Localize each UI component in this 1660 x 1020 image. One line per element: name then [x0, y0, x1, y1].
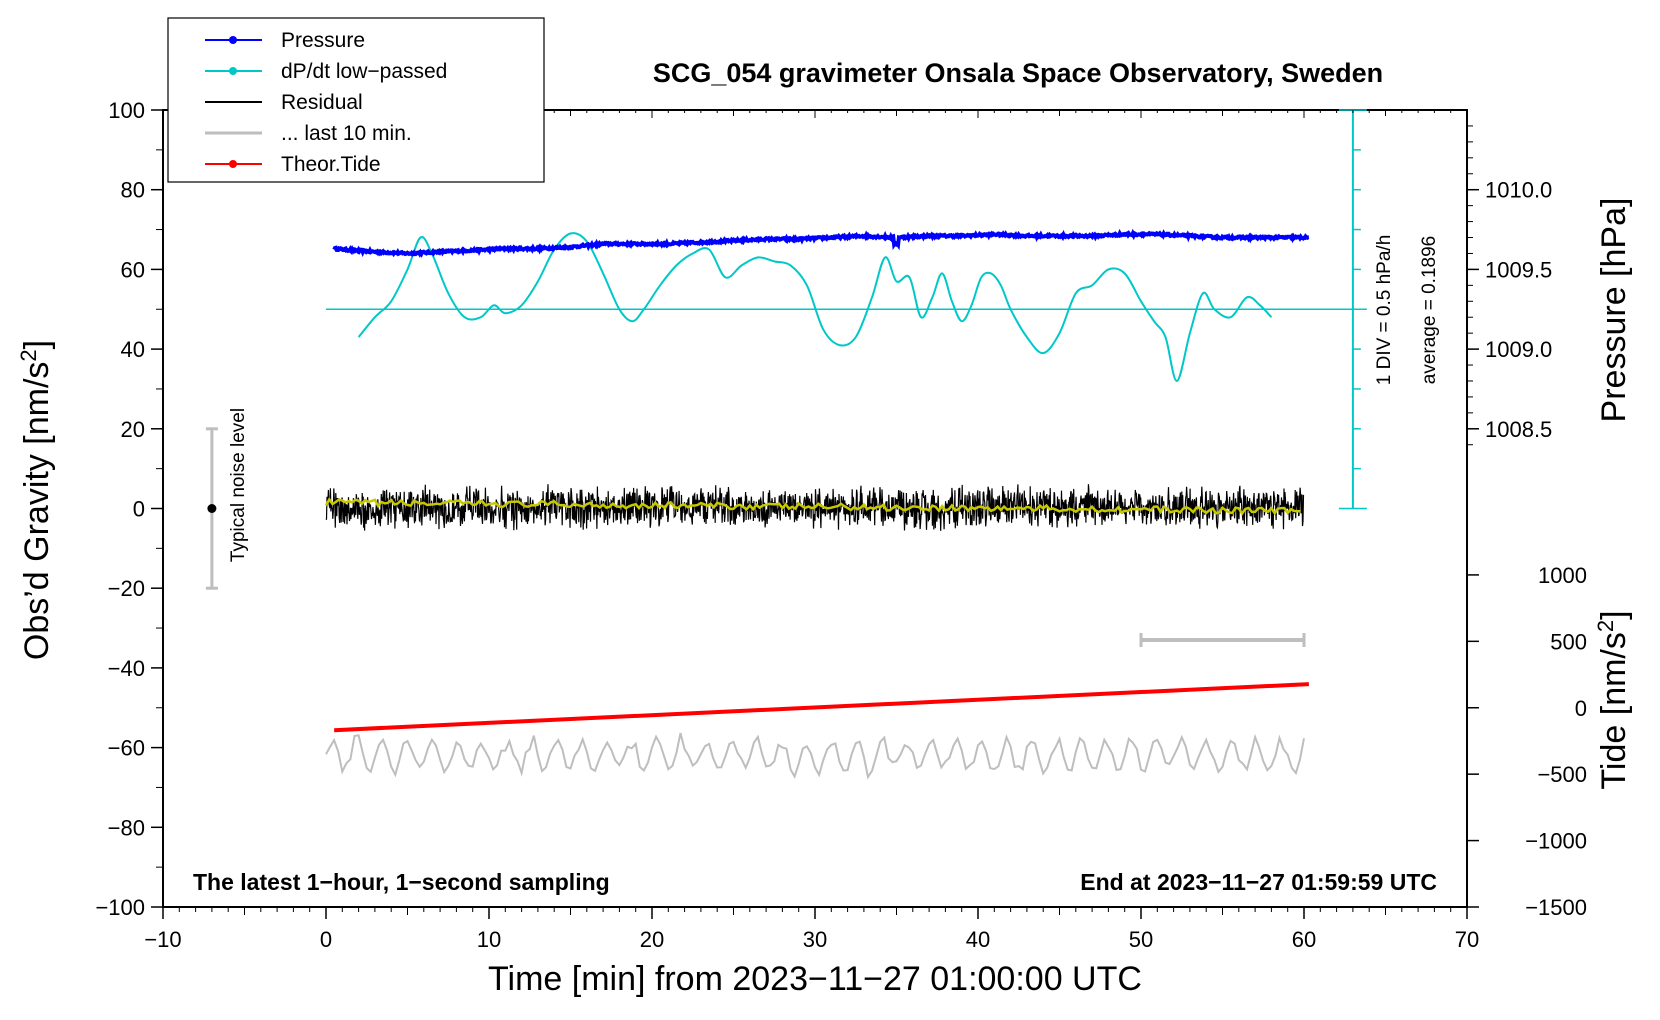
- x-tick-label: 10: [477, 927, 501, 952]
- legend-label: ... last 10 min.: [281, 122, 412, 145]
- pressure-tick-label: 1008.5: [1485, 417, 1552, 442]
- x-tick-label: 0: [320, 927, 332, 952]
- series-tide-line: [334, 682, 1309, 733]
- div-label: 1 DIV = 0.5 hPa/h: [1374, 235, 1395, 386]
- legend-label: Theor.Tide: [281, 153, 381, 176]
- series-last10-line: [325, 732, 1305, 780]
- y-axis-pressure: 1010.0 1009.5 1009.0 1008.5: [1467, 125, 1552, 446]
- series-residual-smooth-line: [324, 497, 1301, 516]
- pressure-tick-label: 1010.0: [1485, 178, 1552, 203]
- series-residual-line: [325, 484, 1305, 531]
- noise-level-bar: [205, 427, 218, 590]
- tide-tick-label: 0: [1575, 696, 1587, 721]
- y-left-tick-label: 20: [121, 417, 145, 442]
- y-left-tick-label: −20: [108, 576, 145, 601]
- tide-tick-label: −1500: [1525, 895, 1587, 920]
- legend-swatch-marker: [229, 67, 237, 75]
- y-left-tick-label: 100: [108, 98, 145, 123]
- y-left-tick-label: −100: [95, 895, 145, 920]
- noise-bar-center-dot: [207, 504, 217, 513]
- y-axis-left-title: Obs’d Gravity [nm/s2]: [16, 340, 56, 660]
- average-label: average = 0.1896: [1419, 236, 1440, 384]
- x-axis-title: Time [min] from 2023−11−27 01:00:00 UTC: [488, 960, 1142, 998]
- tide-tick-label: 1000: [1538, 563, 1587, 588]
- x-tick-label: −10: [144, 927, 181, 952]
- chart-title: SCG_054 gravimeter Onsala Space Observat…: [653, 58, 1383, 88]
- end-time-note: End at 2023−11−27 01:59:59 UTC: [1080, 869, 1437, 895]
- series-pressure-line: [332, 228, 1310, 258]
- legend-swatch-marker: [229, 160, 237, 168]
- x-axis: −10 0 10 20 30 40 50 60 70: [144, 110, 1479, 952]
- x-tick-label: 30: [803, 927, 827, 952]
- noise-level-label: Typical noise level: [228, 408, 249, 562]
- tide-tick-label: −500: [1537, 762, 1587, 787]
- x-tick-label: 40: [966, 927, 990, 952]
- legend-label: dP/dt low−passed: [281, 60, 447, 83]
- y-axis-tide-title: Tide [nm/s2]: [1593, 610, 1633, 789]
- y-left-tick-label: 0: [133, 497, 145, 522]
- legend-label: Residual: [281, 91, 363, 114]
- x-tick-label: 20: [640, 927, 664, 952]
- legend-swatch-marker: [229, 36, 237, 44]
- legend-label: Pressure: [281, 29, 365, 52]
- x-tick-label: 60: [1292, 927, 1316, 952]
- tide-tick-label: 500: [1550, 629, 1587, 654]
- y-left-tick-label: −40: [108, 656, 145, 681]
- y-left-tick-label: −60: [108, 736, 145, 761]
- series-dpdt-line: [357, 232, 1273, 383]
- y-axis-tide: 1000 500 0 −500 −1000 −1500: [1467, 563, 1587, 920]
- y-left-tick-label: −80: [108, 815, 145, 840]
- tide-tick-label: −1000: [1525, 829, 1587, 854]
- legend-box: [167, 17, 545, 183]
- pressure-tick-label: 1009.0: [1485, 337, 1552, 362]
- y-left-tick-label: 60: [121, 257, 145, 282]
- last10-bar: [1139, 633, 1306, 648]
- pressure-tick-label: 1009.5: [1485, 257, 1552, 282]
- y-axis-left: 100 80 60 40 20 0 −20 −40 −60 −80 −100: [95, 98, 163, 920]
- y-left-tick-label: 80: [121, 178, 145, 203]
- y-left-tick-label: 40: [121, 337, 145, 362]
- x-tick-label: 70: [1455, 927, 1479, 952]
- sampling-note: The latest 1−hour, 1−second sampling: [193, 869, 610, 895]
- y-axis-pressure-title: Pressure [hPa]: [1595, 198, 1633, 423]
- legend: Pressure dP/dt low−passed Residual ... last…: [167, 17, 545, 183]
- x-tick-label: 50: [1129, 927, 1153, 952]
